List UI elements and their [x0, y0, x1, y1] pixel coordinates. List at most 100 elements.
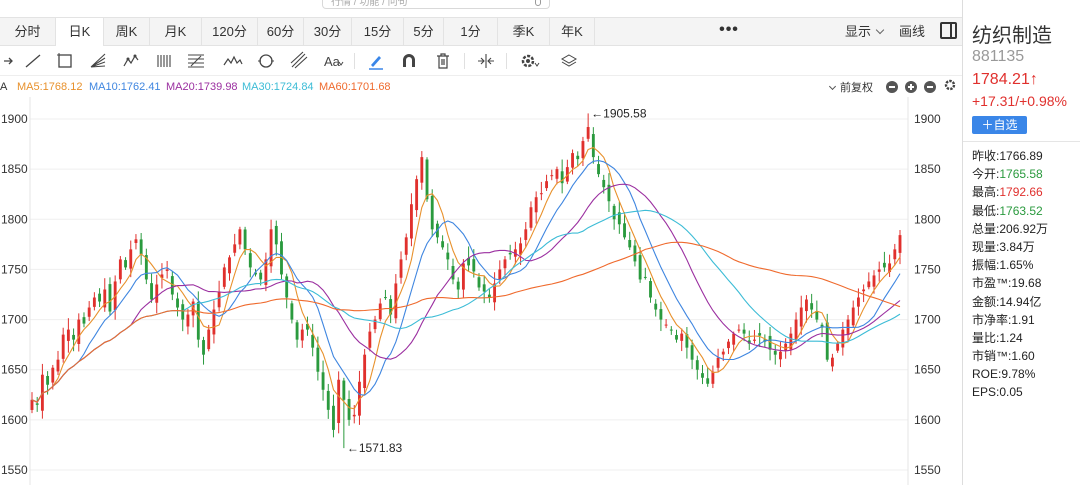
candle-body	[607, 184, 611, 202]
search-placeholder: 行情 / 功能 / 问句	[331, 0, 408, 8]
line-tool-icon[interactable]	[22, 51, 44, 71]
candle-body	[576, 155, 580, 160]
candle-body	[555, 169, 559, 179]
fibonacci-icon[interactable]	[185, 51, 207, 71]
candle-body	[118, 259, 122, 280]
candle-body	[160, 274, 164, 278]
tab-4[interactable]: 120分	[202, 18, 258, 45]
tab-2[interactable]: 周K	[104, 18, 150, 45]
candle-body	[695, 360, 699, 370]
candle-body	[721, 351, 725, 355]
display-menu-label: 显示	[845, 24, 872, 39]
tab-3[interactable]: 月K	[150, 18, 202, 45]
pitchfork-icon[interactable]	[288, 51, 310, 71]
candle-body	[768, 335, 772, 350]
panel-layout-icon[interactable]	[940, 22, 957, 39]
candle-body	[841, 329, 845, 348]
pen-tool-icon[interactable]	[365, 51, 387, 71]
candle-body	[409, 204, 413, 239]
candle-body	[550, 175, 554, 177]
candle-body	[415, 179, 419, 211]
y-tick-label-right: 1850	[914, 162, 941, 176]
stat-label: EPS:	[972, 385, 1000, 400]
zigzag-tool-icon[interactable]	[222, 51, 244, 71]
candle-body	[311, 334, 315, 348]
more-periods-button[interactable]: •••	[719, 21, 739, 38]
rectangle-tool-icon[interactable]	[54, 51, 76, 71]
candle-body	[238, 229, 242, 245]
y-tick-label-left: 1550	[1, 463, 28, 477]
candle-body	[150, 283, 153, 300]
stat-row: 最高:1792.66	[972, 183, 1048, 201]
candle-body	[233, 244, 237, 253]
stat-value: 3.84万	[999, 239, 1035, 254]
candle-body	[591, 134, 595, 158]
candle-body	[51, 367, 55, 383]
stock-name: 纺织制造	[972, 25, 1052, 47]
zoom-out-icon[interactable]	[886, 81, 898, 93]
candle-body	[732, 333, 736, 345]
candle-body	[290, 303, 294, 320]
stat-label: 昨收:	[972, 149, 1000, 163]
wave-tool-icon[interactable]	[120, 51, 142, 71]
candle-body	[196, 302, 200, 340]
candle-body	[124, 260, 127, 268]
candle-body	[779, 351, 782, 360]
tab-10[interactable]: 季K	[498, 18, 550, 45]
candle-body	[300, 329, 304, 341]
tab-5[interactable]: 60分	[258, 18, 304, 45]
y-tick-label-left: 1650	[1, 363, 28, 377]
candle-body	[867, 281, 871, 288]
y-tick-label-right: 1650	[914, 363, 941, 377]
parallel-lines-icon[interactable]	[153, 51, 175, 71]
tab-9[interactable]: 1分	[444, 18, 498, 45]
tab-11[interactable]: 年K	[550, 18, 595, 45]
zoom-in-icon[interactable]	[905, 81, 917, 93]
stat-row: 现量:3.84万	[972, 238, 1048, 256]
candle-body	[789, 333, 793, 350]
stat-row: 昨收:1766.89	[972, 147, 1048, 165]
candle-body	[508, 252, 512, 255]
draw-line-button[interactable]: 画线	[899, 24, 926, 39]
drawing-toolbar: Aa	[0, 46, 962, 76]
adjustment-selector[interactable]: 前复权	[828, 79, 873, 95]
chart-settings-icon[interactable]	[941, 77, 959, 95]
candle-body	[467, 257, 471, 266]
magnet-icon[interactable]	[398, 51, 420, 71]
stat-label: 最高:	[972, 185, 1000, 200]
stat-value: 1766.89	[999, 149, 1043, 163]
tab-8[interactable]: 5分	[404, 18, 444, 45]
arrow-cursor-icon[interactable]	[2, 51, 24, 71]
tab-7[interactable]: 15分	[352, 18, 404, 45]
candle-body	[337, 379, 341, 424]
collapse-icon[interactable]	[924, 81, 936, 93]
tab-1[interactable]: 日K	[56, 18, 104, 46]
circle-tool-icon[interactable]	[255, 51, 277, 71]
tab-0[interactable]: 分时	[0, 18, 56, 45]
chevron-down-icon	[828, 82, 837, 91]
candlestick-chart[interactable]: 1550 1550 1600 1600 1650 1650 1700 1700 1750 1750…	[0, 97, 962, 485]
stat-value: 1792.66	[999, 185, 1043, 200]
trash-icon[interactable]	[432, 51, 454, 71]
candle-body	[643, 276, 647, 278]
text-tool-icon[interactable]: Aa	[322, 51, 344, 71]
candle-body	[243, 229, 247, 250]
tab-6[interactable]: 30分	[304, 18, 352, 45]
microphone-icon[interactable]	[535, 0, 541, 6]
candle-body	[581, 141, 585, 159]
candle-body	[155, 284, 159, 303]
stat-row: EPS:0.05	[972, 383, 1048, 401]
stat-label: 振幅:	[972, 258, 1000, 273]
candle-body	[654, 303, 658, 310]
display-menu-button[interactable]: 显示	[845, 18, 885, 45]
add-to-watchlist-button[interactable]: ＋自选	[972, 116, 1027, 134]
candle-body	[285, 276, 289, 298]
search-input[interactable]: 行情 / 功能 / 问句	[322, 0, 550, 9]
stat-row: 今开:1765.58	[972, 165, 1048, 183]
split-arrows-icon[interactable]	[475, 51, 497, 71]
candle-body	[456, 281, 460, 290]
layers-icon[interactable]	[558, 51, 580, 71]
gear-icon[interactable]	[518, 51, 540, 71]
fan-lines-icon[interactable]	[87, 51, 109, 71]
stat-value: 9.78%	[1001, 367, 1036, 382]
